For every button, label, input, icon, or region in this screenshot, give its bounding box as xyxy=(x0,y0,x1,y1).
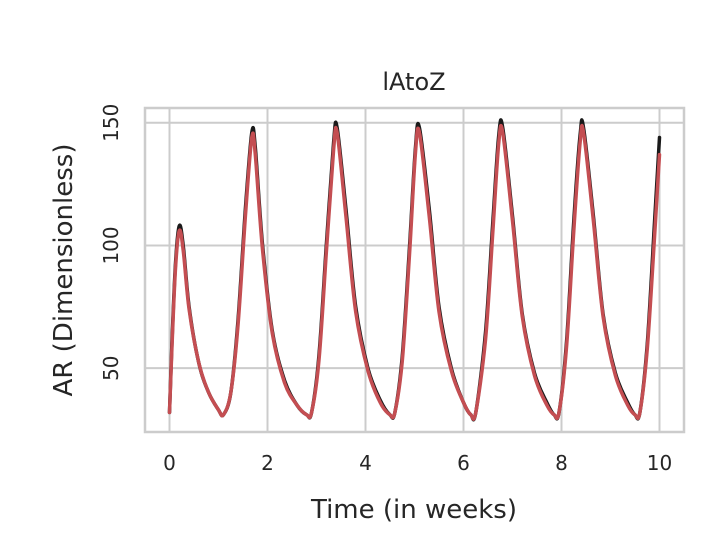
plot-frame xyxy=(143,106,686,434)
x-tick-label: 6 xyxy=(457,451,470,475)
x-tick-label: 4 xyxy=(359,451,372,475)
y-tick-label: 150 xyxy=(99,104,123,142)
series-layer xyxy=(167,118,662,422)
grid xyxy=(145,108,684,432)
x-tick-label: 8 xyxy=(555,451,568,475)
series-line-2 xyxy=(167,123,662,421)
x-tick-label: 10 xyxy=(647,451,672,475)
y-axis-label: AR (Dimensionless) xyxy=(49,144,79,397)
y-tick-label: 50 xyxy=(99,355,123,380)
x-tick-label: 2 xyxy=(261,451,274,475)
x-tick-label: 0 xyxy=(163,451,176,475)
x-axis-label: Time (in weeks) xyxy=(310,495,517,525)
tick-labels: 0 2 4 6 8 10 50 100 150 xyxy=(99,104,672,475)
chart-title: lAtoZ xyxy=(382,68,445,96)
y-tick-label: 100 xyxy=(99,226,123,264)
